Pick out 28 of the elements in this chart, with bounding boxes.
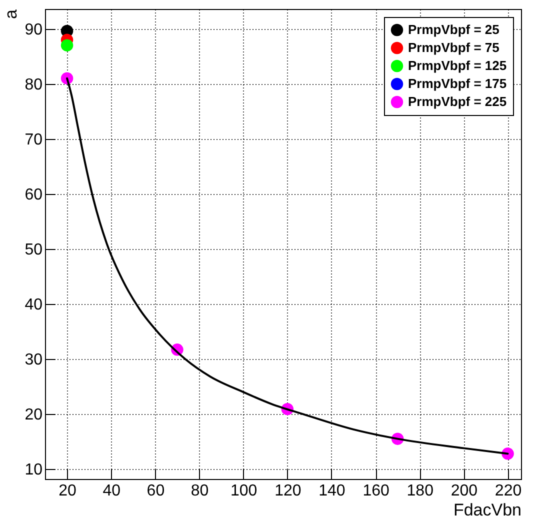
y-tick-label: 20 [24, 406, 43, 424]
x-tick-label: 180 [406, 482, 434, 500]
y-tick-label: 30 [24, 352, 43, 369]
x-tick-label: 40 [102, 482, 121, 500]
x-tick-label: 60 [146, 482, 165, 500]
x-tick-label: 80 [190, 482, 209, 500]
y-tick-label: 50 [24, 241, 43, 258]
x-axis-title: FdacVbn [453, 500, 522, 517]
x-tick-label: 140 [318, 482, 346, 500]
x-tick-label: 220 [494, 482, 522, 500]
y-tick-label: 60 [24, 186, 43, 204]
y-tick-label: 90 [24, 21, 43, 38]
x-tick-label: 20 [58, 482, 77, 500]
y-tick-label: 10 [24, 462, 43, 479]
point [60, 39, 74, 52]
legend-label: PrmpVbpf = 75 [408, 40, 500, 55]
y-tick-label: 70 [24, 131, 43, 148]
legend-label: PrmpVbpf = 225 [408, 94, 507, 109]
legend-label: PrmpVbpf = 125 [408, 58, 507, 73]
x-tick-label: 120 [274, 482, 302, 500]
legend-label: PrmpVbpf = 25 [408, 22, 500, 37]
y-tick-label: 80 [24, 76, 43, 94]
legend-label: PrmpVbpf = 175 [408, 76, 507, 91]
y-axis-title: a [2, 8, 21, 19]
y-tick-label: 40 [24, 296, 43, 314]
x-tick-label: 160 [362, 482, 390, 500]
x-tick-label: 100 [230, 482, 258, 500]
x-tick-label: 200 [450, 482, 478, 500]
